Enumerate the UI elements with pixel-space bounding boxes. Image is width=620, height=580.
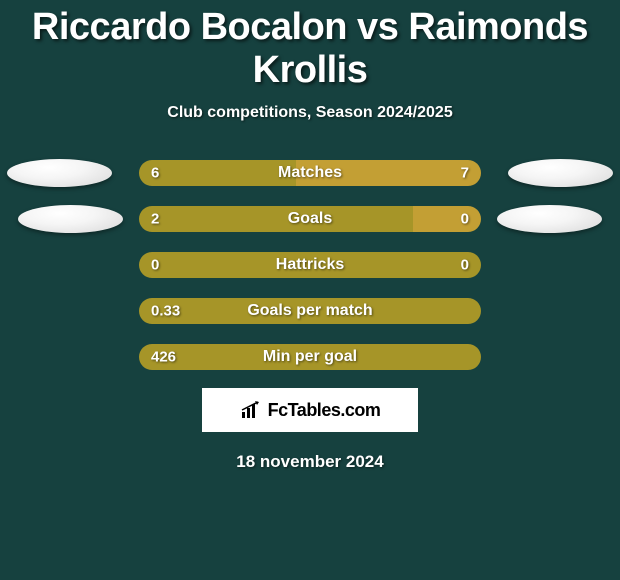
bar-track: 2 Goals 0 <box>139 206 481 232</box>
bar-left <box>139 160 296 186</box>
stat-row-goals: 2 Goals 0 <box>0 206 620 232</box>
stat-label: Goals <box>288 210 332 228</box>
bar-track: 426 Min per goal <box>139 344 481 370</box>
value-left: 0.33 <box>151 303 180 320</box>
bar-left <box>139 206 413 232</box>
bar-right <box>413 206 481 232</box>
team-crest-left-icon <box>18 205 123 233</box>
stat-label: Matches <box>278 164 342 182</box>
stat-label: Min per goal <box>263 348 357 366</box>
bar-track: 0.33 Goals per match <box>139 298 481 324</box>
value-right: 0 <box>461 257 469 274</box>
page-title: Riccardo Bocalon vs Raimonds Krollis <box>0 6 620 92</box>
date-text: 18 november 2024 <box>236 452 383 472</box>
value-left: 2 <box>151 211 159 228</box>
comparison-chart: 6 Matches 7 2 Goals 0 0 Hat <box>0 160 620 370</box>
brand-badge: FcTables.com <box>202 388 418 432</box>
stat-label: Goals per match <box>247 302 372 320</box>
infographic-container: Riccardo Bocalon vs Raimonds Krollis Clu… <box>0 0 620 580</box>
stat-row-hattricks: 0 Hattricks 0 <box>0 252 620 278</box>
brand-chart-icon <box>240 400 264 420</box>
subtitle: Club competitions, Season 2024/2025 <box>167 104 452 122</box>
bar-track: 0 Hattricks 0 <box>139 252 481 278</box>
team-crest-right-icon <box>508 159 613 187</box>
bar-track: 6 Matches 7 <box>139 160 481 186</box>
value-right: 0 <box>461 211 469 228</box>
value-left: 426 <box>151 349 176 366</box>
stat-row-min-per-goal: 426 Min per goal <box>0 344 620 370</box>
stat-row-goals-per-match: 0.33 Goals per match <box>0 298 620 324</box>
value-left: 0 <box>151 257 159 274</box>
stat-row-matches: 6 Matches 7 <box>0 160 620 186</box>
value-right: 7 <box>461 165 469 182</box>
stat-label: Hattricks <box>276 256 344 274</box>
value-left: 6 <box>151 165 159 182</box>
team-crest-left-icon <box>7 159 112 187</box>
team-crest-right-icon <box>497 205 602 233</box>
brand-text: FcTables.com <box>268 400 381 421</box>
